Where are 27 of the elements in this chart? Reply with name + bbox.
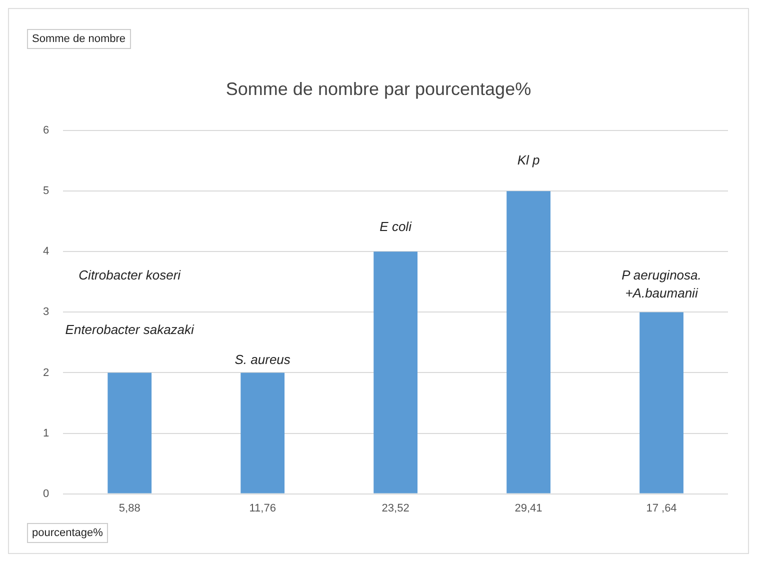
x-tick-label: 11,76 [249, 502, 276, 514]
annotation: +A.baumanii [625, 286, 699, 301]
bar [640, 312, 684, 494]
y-tick-label: 4 [42, 246, 50, 258]
x-tick-label: 29,41 [514, 502, 542, 514]
annotation: E coli [380, 219, 413, 234]
annotation: Citrobacter koseri [78, 267, 182, 282]
chart-title: Somme de nombre par pourcentage% [226, 78, 532, 99]
y-tick-label: 5 [42, 185, 50, 198]
y-tick-label: 0 [42, 488, 50, 500]
y-tick-label: 2 [42, 366, 50, 379]
annotation: P aeruginosa. [622, 267, 702, 282]
y-tick-label: 1 [42, 427, 50, 440]
x-axis-title: pourcentage% [27, 523, 108, 543]
bar [240, 372, 285, 494]
annotation: Kl p [517, 152, 540, 168]
text: Somme de nombre [27, 29, 131, 49]
annotation: S. aureus [234, 352, 291, 368]
y-tick-label: 6 [42, 124, 50, 137]
bar [108, 372, 152, 494]
x-tick-label: 5,88 [118, 502, 140, 514]
bar [506, 191, 550, 494]
y-tick-label: 3 [42, 306, 50, 318]
annotation: Enterobacter sakazaki [65, 322, 196, 337]
x-tick-label: 17 ,64 [646, 502, 677, 514]
x-tick-label: 23,52 [382, 502, 410, 514]
bar [374, 252, 418, 494]
